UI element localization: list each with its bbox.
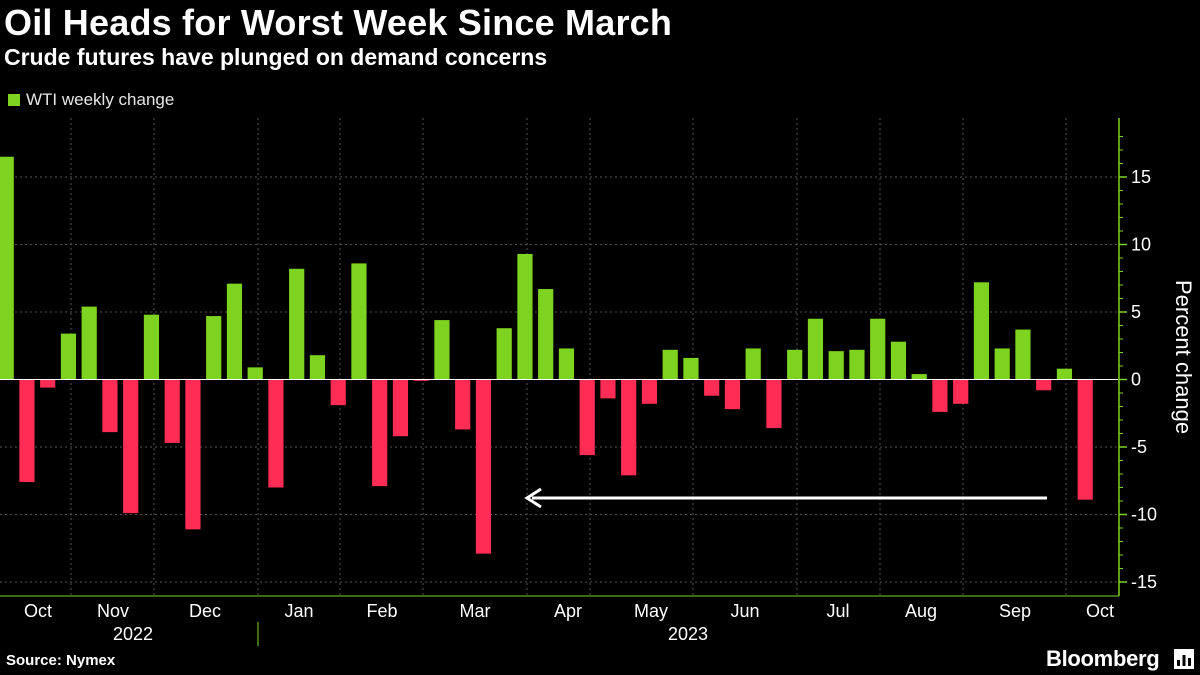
x-month-label: Nov xyxy=(97,601,129,621)
x-month-label: Mar xyxy=(460,601,491,621)
annotation-arrow-head xyxy=(524,487,542,509)
bar xyxy=(724,379,741,410)
bar xyxy=(1036,379,1052,391)
bar xyxy=(0,156,14,380)
chart-title: Oil Heads for Worst Week Since March xyxy=(4,2,673,43)
bar xyxy=(226,283,243,380)
bar xyxy=(143,314,160,380)
bar xyxy=(890,341,907,380)
bar xyxy=(1056,368,1073,380)
bar xyxy=(517,253,533,380)
y-tick-label: 0 xyxy=(1131,370,1141,390)
x-year-label: 2022 xyxy=(113,624,153,644)
bar xyxy=(600,379,616,399)
bar-layer xyxy=(0,156,1093,554)
bar xyxy=(1015,329,1031,380)
bar xyxy=(351,263,367,380)
x-month-label: May xyxy=(634,601,668,621)
chart-subtitle: Crude futures have plunged on demand con… xyxy=(4,44,548,70)
x-month-label: Oct xyxy=(24,601,52,621)
bar xyxy=(787,349,803,380)
x-month-label: Apr xyxy=(554,601,582,621)
x-month-label: Dec xyxy=(189,601,221,621)
bar xyxy=(662,349,678,380)
bar xyxy=(579,379,595,456)
legend-label: WTI weekly change xyxy=(26,90,175,109)
bar xyxy=(102,379,118,433)
bar xyxy=(247,367,263,380)
bar xyxy=(911,374,927,380)
bar xyxy=(1077,379,1093,500)
y-tick-label: -10 xyxy=(1131,505,1157,525)
bar xyxy=(641,379,658,404)
bar xyxy=(849,349,865,380)
x-month-label: Oct xyxy=(1086,601,1114,621)
bar xyxy=(870,318,886,380)
label-layer: 15 10 5 0 -5 -10 -15 Percent change Oct Nov Dec Jan… xyxy=(24,167,1196,644)
bar xyxy=(413,379,429,381)
annotation-layer xyxy=(524,487,1047,509)
bar xyxy=(392,379,409,437)
chart-legend: WTI weekly change xyxy=(8,90,174,110)
bar xyxy=(745,348,761,380)
legend-swatch xyxy=(8,94,20,106)
bar xyxy=(973,282,990,380)
axis-layer xyxy=(0,118,1127,646)
y-tick-label: 10 xyxy=(1131,235,1151,255)
bar xyxy=(434,320,450,380)
bar xyxy=(953,379,969,404)
bar xyxy=(330,379,346,406)
y-axis-title: Percent change xyxy=(1171,280,1196,434)
bar xyxy=(40,379,56,388)
bar xyxy=(268,379,284,488)
bar xyxy=(185,379,201,530)
y-tick-label: 5 xyxy=(1131,302,1141,322)
bar xyxy=(558,348,575,380)
bar xyxy=(932,379,948,412)
y-tick-label: -15 xyxy=(1131,572,1157,592)
bar xyxy=(123,379,139,514)
x-year-label: 2023 xyxy=(668,624,708,644)
bar xyxy=(289,268,305,380)
bar xyxy=(538,289,554,380)
source-note: Source: Nymex xyxy=(6,652,116,669)
bar xyxy=(683,357,699,380)
bar xyxy=(81,306,97,380)
bar xyxy=(496,328,512,380)
bar xyxy=(206,316,222,380)
bar xyxy=(621,379,637,476)
x-month-label: Jul xyxy=(826,601,849,621)
bar xyxy=(766,379,782,429)
bar xyxy=(994,348,1010,380)
bar xyxy=(309,355,326,380)
bar xyxy=(704,379,720,396)
y-tick-label: 15 xyxy=(1131,167,1151,187)
x-month-label: Jan xyxy=(284,601,313,621)
bar xyxy=(807,318,824,380)
bar xyxy=(60,333,77,380)
x-month-label: Aug xyxy=(905,601,937,621)
bloomberg-chart-icon xyxy=(1174,649,1194,669)
x-month-label: Feb xyxy=(366,601,397,621)
y-tick-label: -5 xyxy=(1131,437,1147,457)
bloomberg-logo: Bloomberg xyxy=(1046,646,1160,671)
x-month-label: Jun xyxy=(730,601,759,621)
bar xyxy=(164,379,180,443)
bar xyxy=(372,379,388,487)
bar xyxy=(828,351,844,380)
bar xyxy=(475,379,492,554)
bar xyxy=(19,379,35,483)
bar xyxy=(455,379,471,430)
x-month-label: Sep xyxy=(999,601,1031,621)
